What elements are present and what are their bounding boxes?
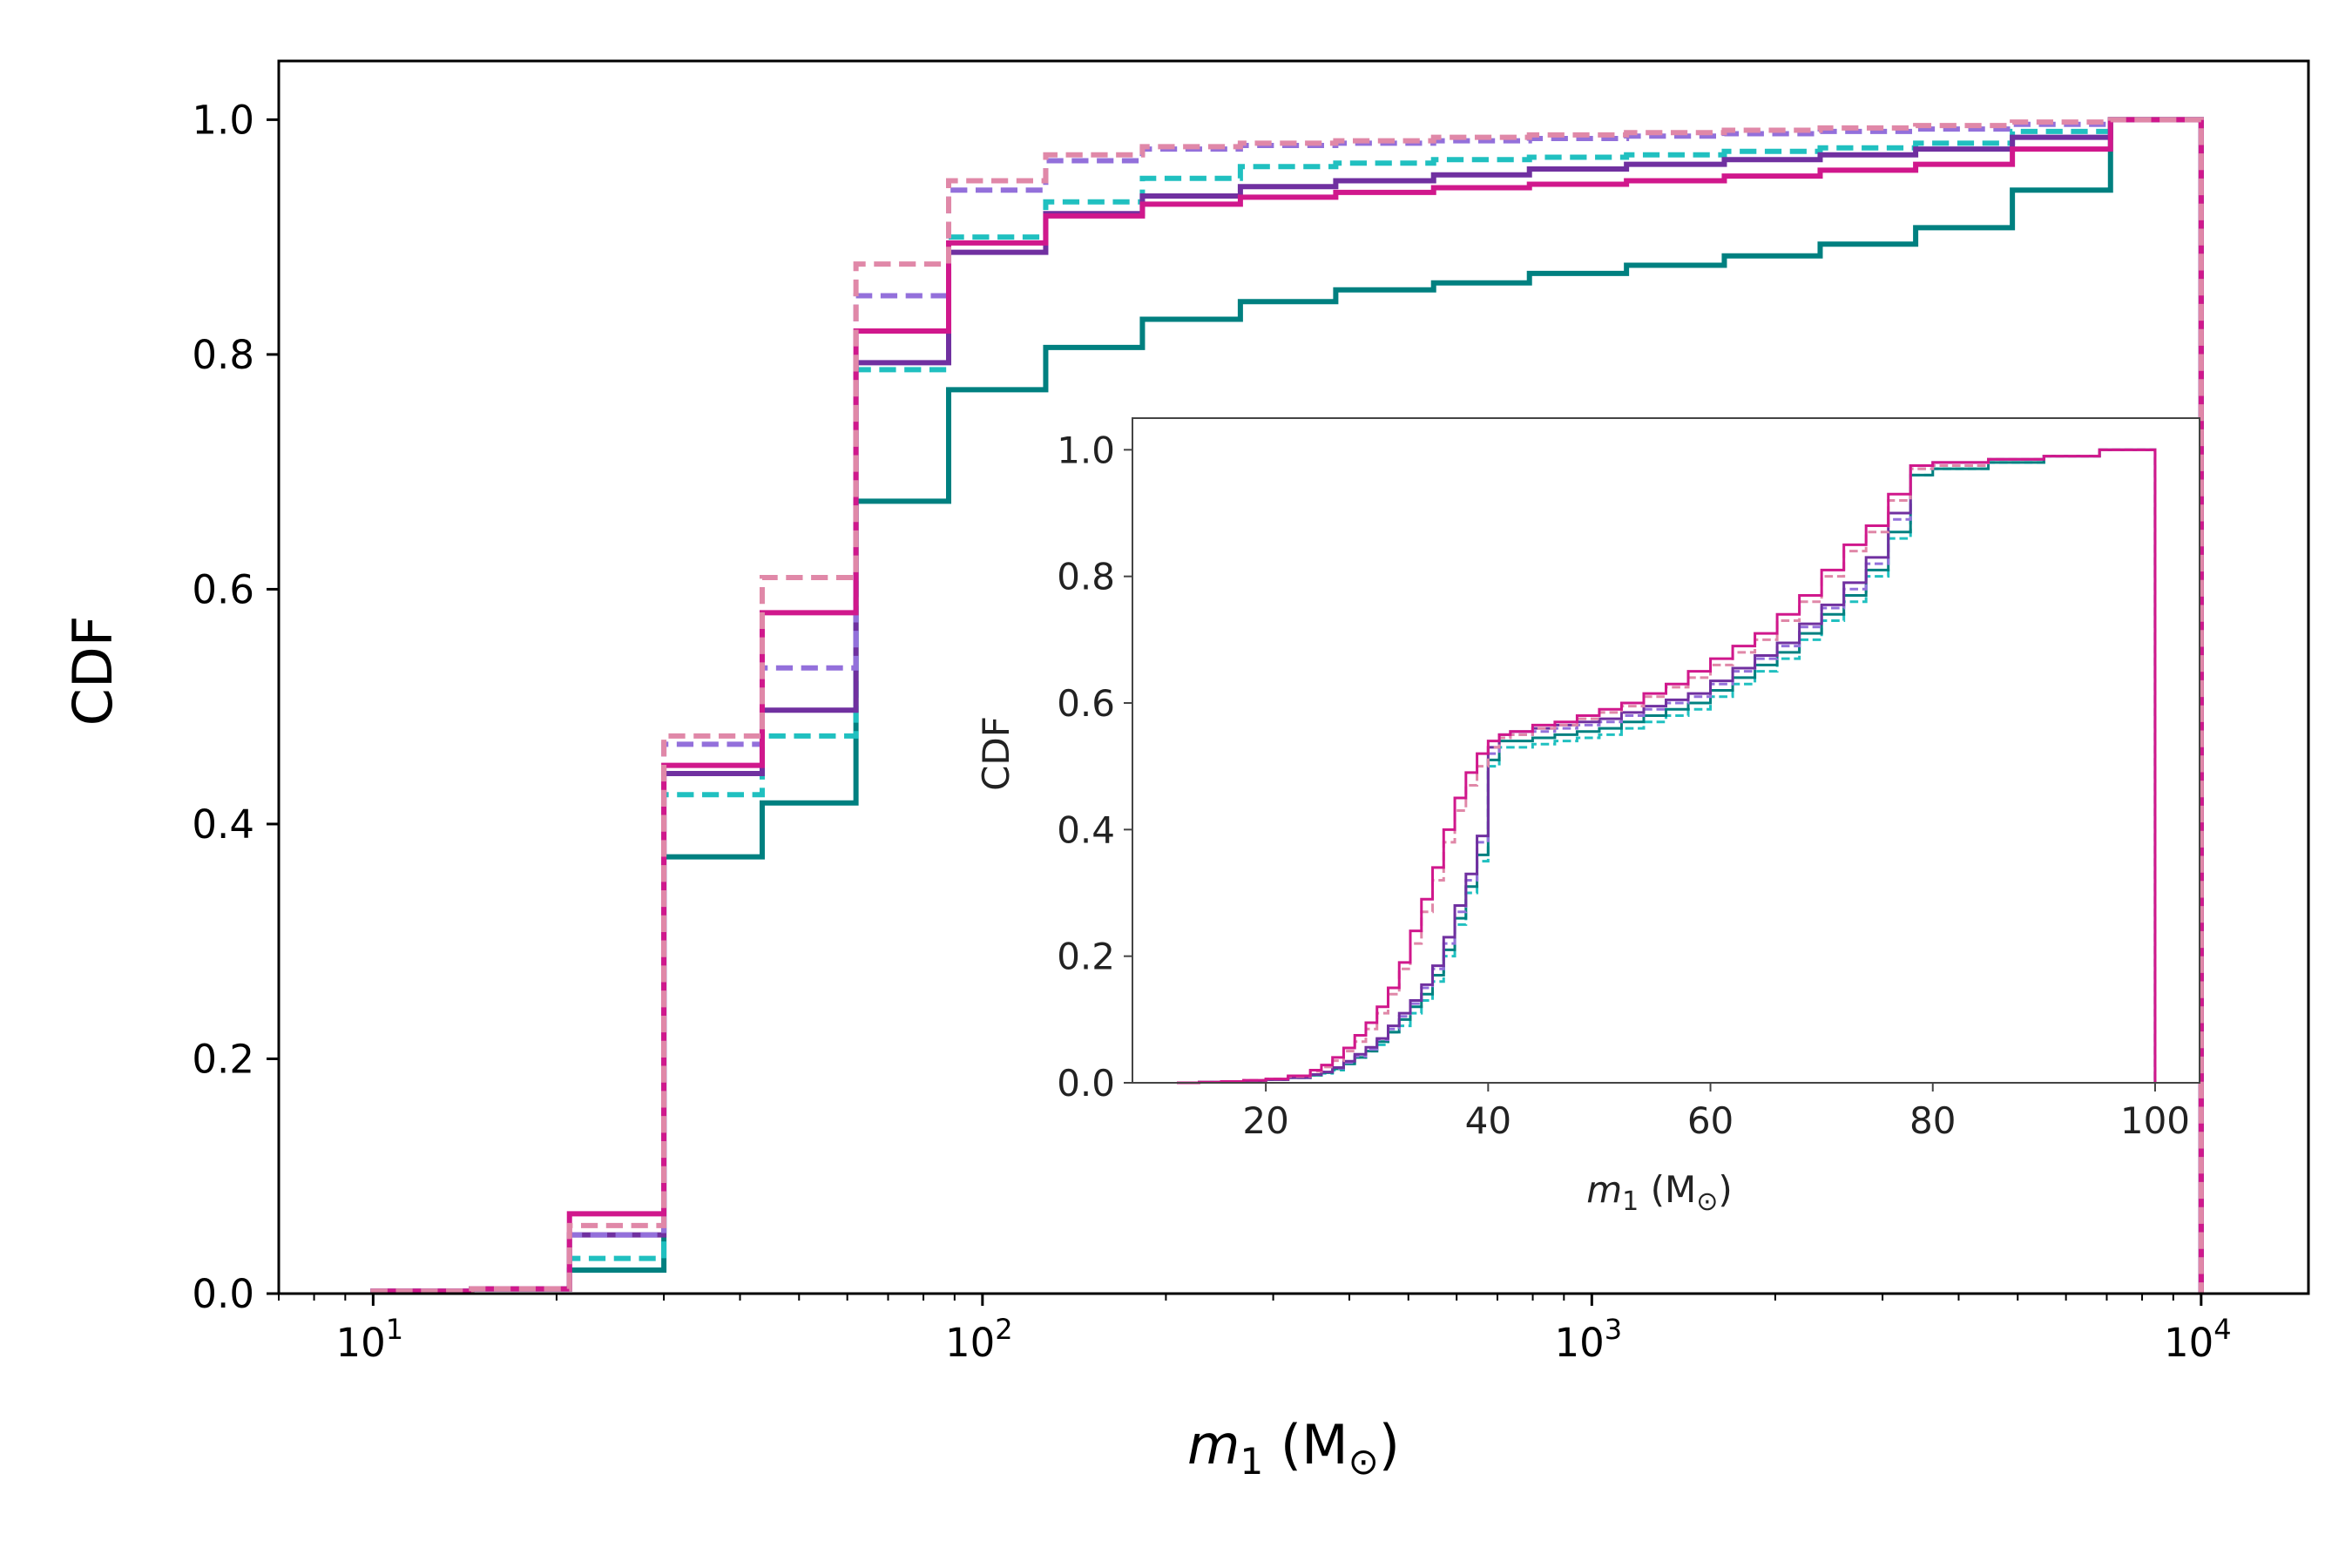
main-y-tick-label: 0.6 <box>192 566 254 612</box>
inset-x-tick-label: 20 <box>1242 1099 1288 1142</box>
main-y-tick-label: 0.8 <box>192 332 254 378</box>
main-y-tick-label: 0.0 <box>192 1271 254 1317</box>
inset-x-axis-label: m1 (M⊙) <box>1586 1168 1733 1217</box>
main-chart: 101 102 103 104 0.00.20.40.60.81.0 m1 (M⊙) … <box>61 59 2310 1483</box>
inset-y-tick-label: 0.0 <box>1057 1062 1115 1105</box>
inset-axes-frame <box>1132 417 2200 1084</box>
main-axes-frame <box>277 59 2310 1295</box>
inset-y-axis-label: CDF <box>975 716 1017 791</box>
main-x-tick-label: 102 <box>945 1313 1013 1366</box>
inset-y-tick-label: 0.8 <box>1057 556 1115 598</box>
main-x-axis: 101 102 103 104 <box>278 1294 2232 1366</box>
inset-x-tick-label: 60 <box>1687 1099 1734 1142</box>
inset-y-tick-label: 0.2 <box>1057 936 1115 978</box>
inset-series-line-5 <box>1177 448 2157 1085</box>
inset-background <box>1132 418 2200 1083</box>
inset-y-tick-label: 1.0 <box>1057 429 1115 471</box>
inset-y-axis: 0.0 0.2 0.4 0.6 0.8 1.0 <box>1057 429 1132 1105</box>
inset-x-axis: 20 40 60 80 100 <box>1242 1083 2190 1142</box>
inset-x-tick-label: 80 <box>1909 1099 1956 1142</box>
main-y-tick-label: 0.4 <box>192 801 254 848</box>
inset-plot-area <box>1177 448 2157 1085</box>
inset-y-tick-label: 0.6 <box>1057 682 1115 725</box>
main-x-tick-label: 103 <box>1555 1313 1623 1366</box>
main-y-tick-label: 0.2 <box>192 1036 254 1082</box>
inset-x-tick-label: 40 <box>1465 1099 1511 1142</box>
main-x-tick-label: 101 <box>336 1313 404 1366</box>
main-plot-area <box>370 117 2204 1294</box>
inset-chart: 20 40 60 80 100 0.0 0.2 0.4 0.6 0.8 1.0 m1 (M⊙) C… <box>975 417 2200 1217</box>
main-series-line-4 <box>370 117 2204 1294</box>
main-y-axis-label: CDF <box>61 616 125 727</box>
inset-y-tick-label: 0.4 <box>1057 808 1115 851</box>
main-y-tick-label: 1.0 <box>192 97 254 143</box>
main-series-line-5 <box>370 117 2204 1294</box>
main-x-axis-label: m1 (M⊙) <box>1187 1413 1400 1483</box>
main-x-tick-label: 104 <box>2164 1313 2232 1366</box>
inset-x-tick-label: 100 <box>2120 1099 2190 1142</box>
main-y-axis: 0.0 0.2 0.4 0.6 0.8 1.0 <box>192 97 279 1317</box>
